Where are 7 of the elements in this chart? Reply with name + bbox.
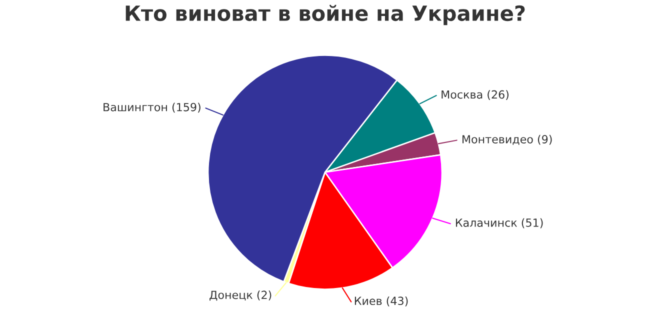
slice-label: Монтевидео (9)	[462, 134, 552, 145]
slice-label: Киев (43)	[354, 296, 408, 306]
slice-label: Донецк (2)	[210, 290, 272, 301]
slice-label: Москва (26)	[442, 90, 509, 100]
chart-title: Кто виноват в войне на Украине?	[126, 4, 525, 26]
slice-label: Калачинск (51)	[456, 218, 543, 228]
slice-label: Вашингтон (159)	[104, 102, 200, 113]
